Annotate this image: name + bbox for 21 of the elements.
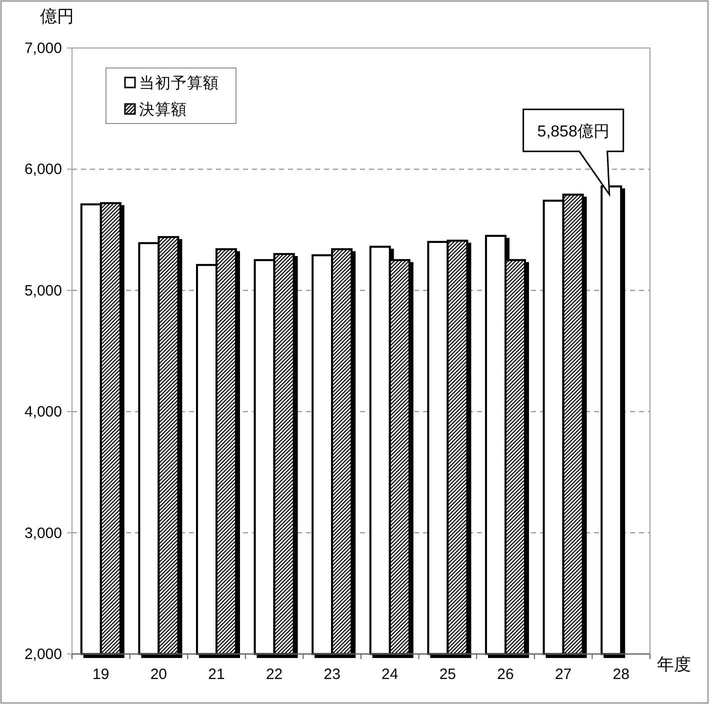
x-tick-label: 19 [92,666,110,683]
x-tick-label: 28 [612,666,630,683]
legend-label: 決算額 [139,100,187,118]
x-tick-label: 22 [266,666,283,683]
x-tick-label: 26 [497,666,514,683]
x-tick-label: 25 [439,666,456,683]
y-tick-label: 3,000 [24,524,62,542]
x-tick-label: 27 [554,666,572,683]
y-tick-label: 7,000 [24,40,62,57]
y-tick-label: 4,000 [24,404,62,421]
y-tick-label: 5,000 [24,282,62,300]
x-tick-label: 20 [150,666,168,683]
x-tick-label: 23 [324,666,340,683]
y-tick-label: 6,000 [24,161,62,178]
x-tick-label: 21 [208,666,225,683]
y-tick-label: 2,000 [24,646,62,663]
annotation: 5,858億円 [537,122,610,140]
x-tick-label: 24 [382,666,398,683]
y-axis-title: 億円 [40,7,74,26]
x-axis-title: 年度 [657,655,691,674]
legend-label: 当初予算額 [139,74,219,92]
